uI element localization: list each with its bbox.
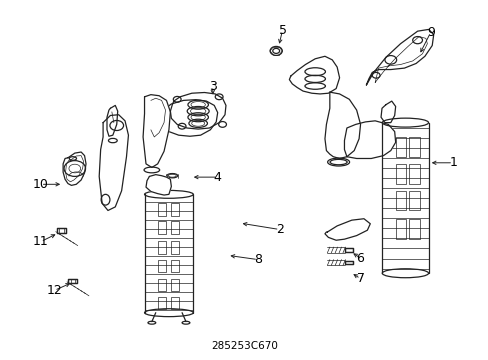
- Bar: [158, 260, 165, 272]
- Bar: [158, 297, 165, 309]
- Bar: [395, 191, 406, 211]
- Bar: [57, 228, 66, 233]
- Text: 2: 2: [275, 223, 283, 236]
- Bar: [158, 279, 165, 291]
- Polygon shape: [366, 30, 433, 85]
- Ellipse shape: [269, 46, 282, 55]
- Bar: [408, 164, 419, 184]
- Polygon shape: [146, 175, 171, 195]
- Bar: [171, 260, 179, 272]
- Bar: [171, 297, 179, 309]
- Text: 3: 3: [208, 80, 216, 93]
- Text: 11: 11: [33, 235, 48, 248]
- Text: 5: 5: [278, 24, 286, 37]
- Bar: [345, 261, 352, 264]
- Bar: [408, 137, 419, 157]
- Polygon shape: [143, 95, 170, 167]
- Bar: [345, 248, 352, 252]
- Bar: [395, 220, 406, 239]
- Bar: [68, 279, 77, 283]
- Bar: [408, 191, 419, 211]
- Polygon shape: [325, 219, 369, 240]
- Polygon shape: [63, 152, 86, 185]
- Polygon shape: [107, 105, 118, 136]
- Text: 8: 8: [254, 253, 262, 266]
- Ellipse shape: [166, 174, 177, 178]
- Text: 7: 7: [356, 272, 364, 285]
- Bar: [171, 279, 179, 291]
- Text: 9: 9: [426, 26, 434, 39]
- Bar: [158, 203, 165, 216]
- Polygon shape: [170, 93, 225, 129]
- Polygon shape: [289, 56, 339, 94]
- Bar: [171, 203, 179, 216]
- Text: 1: 1: [448, 156, 456, 169]
- Bar: [171, 241, 179, 253]
- Bar: [408, 220, 419, 239]
- Bar: [158, 241, 165, 253]
- Bar: [171, 221, 179, 234]
- Polygon shape: [380, 101, 395, 123]
- Bar: [395, 164, 406, 184]
- Text: 12: 12: [46, 284, 62, 297]
- Bar: [395, 137, 406, 157]
- Polygon shape: [161, 100, 217, 136]
- Bar: [158, 221, 165, 234]
- Polygon shape: [344, 121, 395, 158]
- Text: 285253C670: 285253C670: [211, 341, 277, 351]
- Polygon shape: [325, 92, 360, 158]
- Polygon shape: [99, 115, 128, 211]
- Text: 6: 6: [356, 252, 364, 265]
- Text: 4: 4: [213, 171, 221, 184]
- Text: 10: 10: [33, 178, 48, 191]
